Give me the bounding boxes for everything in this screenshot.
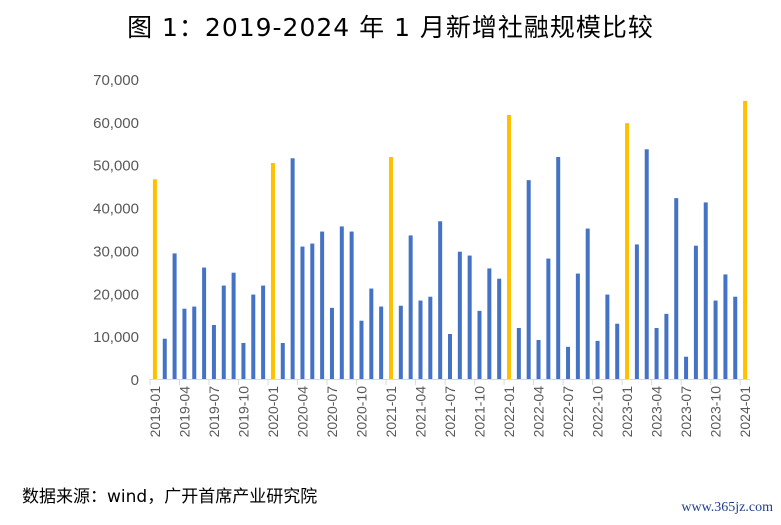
bar-2020-01 <box>270 163 275 379</box>
x-tick-label: 2023-07 <box>678 386 694 438</box>
bar-2023-08 <box>693 245 698 379</box>
bar-2021-09 <box>467 255 472 379</box>
y-tick-label: 10,000 <box>93 329 139 346</box>
x-tick-label: 2021-04 <box>412 386 428 438</box>
bar-2021-07 <box>448 334 452 379</box>
bar-2019-02 <box>162 338 167 379</box>
x-tick-label: 2023-04 <box>649 386 665 438</box>
bar-2024-01 <box>743 100 748 379</box>
x-tick-label: 2020-10 <box>353 386 369 438</box>
bar-2022-08 <box>575 273 580 379</box>
y-tick-label: 20,000 <box>93 286 139 303</box>
x-tick-label: 2019-07 <box>206 386 222 438</box>
bar-2021-06 <box>438 221 443 379</box>
x-tick-label: 2023-10 <box>708 386 724 438</box>
x-tick-label: 2022-07 <box>560 386 576 438</box>
bar-2020-06 <box>320 231 325 379</box>
bar-2023-10 <box>713 300 718 379</box>
bar-2022-12 <box>615 323 620 379</box>
y-tick-label: 50,000 <box>93 158 139 175</box>
bar-2021-11 <box>487 268 492 379</box>
bar-2019-12 <box>261 285 266 379</box>
bar-2020-02 <box>280 343 285 379</box>
bar-2021-05 <box>428 296 433 379</box>
x-tick-label: 2021-10 <box>472 386 488 438</box>
x-tick-label: 2022-10 <box>590 386 606 438</box>
bar-2021-03 <box>408 235 413 379</box>
bar-2019-04 <box>182 308 187 379</box>
bar-2022-03 <box>526 180 531 379</box>
source-note: 数据来源：wind，广开首席产业研究院 <box>22 487 318 507</box>
bar-2023-09 <box>703 202 708 379</box>
bar-2020-10 <box>359 320 364 379</box>
bar-2019-11 <box>251 294 256 379</box>
bar-2020-03 <box>290 158 295 379</box>
bar-2021-12 <box>497 278 502 379</box>
bar-2021-02 <box>398 305 403 379</box>
bar-2019-07 <box>211 325 216 379</box>
bar-2020-04 <box>300 246 305 379</box>
bar-2019-01 <box>152 179 157 379</box>
bar-2022-04 <box>536 340 541 379</box>
bar-2023-12 <box>733 296 738 379</box>
y-tick-label: 60,000 <box>93 115 139 132</box>
bar-2019-03 <box>172 253 177 379</box>
bar-2020-05 <box>310 243 315 379</box>
bar-2019-08 <box>221 285 226 379</box>
x-tick-label: 2023-01 <box>619 386 635 438</box>
y-tick-label: 40,000 <box>93 201 139 218</box>
bar-2020-09 <box>349 231 354 379</box>
bar-2022-06 <box>556 157 561 379</box>
bar-2022-10 <box>595 340 600 379</box>
bar-2021-01 <box>388 157 393 379</box>
x-tick-label: 2020-07 <box>324 386 340 438</box>
bar-2022-01 <box>507 115 512 379</box>
bar-2020-12 <box>379 306 384 379</box>
bar-2023-05 <box>664 313 669 379</box>
watermark: www.365jz.com <box>681 500 773 515</box>
bar-2022-11 <box>605 294 610 379</box>
bar-2019-06 <box>202 267 207 379</box>
x-tick-label: 2020-04 <box>294 386 310 438</box>
bar-2019-09 <box>231 272 236 379</box>
chart-title: 图 1：2019-2024 年 1 月新增社融规模比较 <box>127 13 654 42</box>
x-tick-label: 2019-10 <box>235 386 251 438</box>
bar-2023-07 <box>684 356 689 379</box>
bar-2023-06 <box>674 198 679 379</box>
bar-2022-09 <box>585 228 590 379</box>
y-tick-label: 70,000 <box>93 72 139 89</box>
bar-2023-02 <box>634 244 639 379</box>
x-tick-label: 2022-04 <box>531 386 547 438</box>
bar-2020-11 <box>369 288 374 379</box>
bar-2023-11 <box>723 274 728 379</box>
y-tick-label: 0 <box>131 372 139 389</box>
bar-2022-07 <box>566 346 571 379</box>
x-tick-label: 2019-01 <box>147 386 163 438</box>
x-tick-label: 2021-01 <box>383 386 399 438</box>
bar-2022-02 <box>516 328 521 379</box>
x-tick-label: 2019-04 <box>176 386 192 438</box>
bar-2020-07 <box>329 307 334 379</box>
bar-2019-05 <box>192 306 197 379</box>
bar-2021-10 <box>477 310 482 379</box>
bar-2022-05 <box>546 258 551 379</box>
bar-2023-04 <box>654 328 659 379</box>
x-tick-label: 2022-01 <box>501 386 517 438</box>
bar-2020-08 <box>339 226 344 379</box>
bar-2023-01 <box>625 123 630 380</box>
x-tick-label: 2021-07 <box>442 386 458 438</box>
bar-2019-10 <box>241 343 246 379</box>
bar-2023-03 <box>644 149 649 379</box>
bar-2021-08 <box>457 251 462 379</box>
x-tick-label: 2024-01 <box>737 386 753 438</box>
bar-2021-04 <box>418 300 423 379</box>
y-tick-label: 30,000 <box>93 243 139 260</box>
x-tick-label: 2020-01 <box>265 386 281 438</box>
